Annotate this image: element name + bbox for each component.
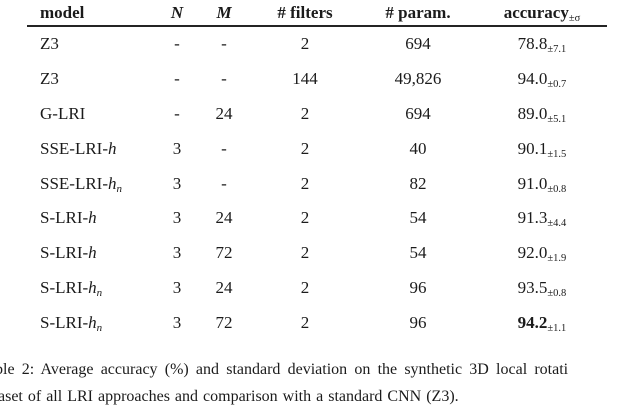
cell-model: S-LRI-h — [40, 243, 97, 263]
cell-filters: 2 — [300, 208, 310, 228]
header-accuracy-label: accuracy — [503, 2, 569, 22]
cell-accuracy: 92.0±1.9 — [517, 243, 567, 265]
cell-m: - — [221, 138, 227, 158]
cell-accuracy: 91.3±4.4 — [517, 208, 567, 230]
cell-n: - — [174, 69, 180, 89]
cell-filters: 2 — [300, 243, 310, 263]
cell-m: 24 — [215, 208, 233, 228]
cell-m: 72 — [215, 243, 233, 263]
cell-params: 82 — [409, 173, 427, 193]
cell-model: S-LRI-hn — [40, 277, 103, 299]
table-row: S-LRI-hn 3 72 2 96 94.2±1.1 — [27, 305, 607, 340]
table-row: S-LRI-h 3 72 2 54 92.0±1.9 — [27, 236, 607, 271]
cell-model: G-LRI — [40, 103, 86, 123]
table-row: Z3 - - 2 694 78.8±7.1 — [27, 26, 607, 62]
cell-model: SSE-LRI-h — [40, 138, 117, 158]
cell-n: 3 — [172, 277, 182, 297]
header-row: model N M # filters # param. accuracy±σ — [27, 0, 607, 26]
cell-filters: 2 — [300, 103, 310, 123]
cell-n: 3 — [172, 138, 182, 158]
cell-accuracy: 94.2±1.1 — [517, 312, 567, 334]
cell-params: 54 — [409, 243, 427, 263]
cell-params: 96 — [409, 277, 427, 297]
cell-n: 3 — [172, 243, 182, 263]
table-row: Z3 - - 144 49,826 94.0±0.7 — [27, 62, 607, 97]
cell-m: - — [221, 69, 227, 89]
cell-accuracy: 89.0±5.1 — [517, 103, 567, 125]
cell-filters: 144 — [292, 69, 318, 89]
header-params: # param. — [385, 2, 451, 22]
header-n: N — [170, 2, 184, 22]
cell-m: - — [221, 34, 227, 54]
cell-model: Z3 — [40, 34, 59, 54]
cell-params: 54 — [409, 208, 427, 228]
cell-accuracy: 90.1±1.5 — [517, 138, 567, 160]
header-m: M — [216, 2, 232, 22]
header-accuracy: accuracy±σ — [477, 0, 607, 26]
cell-m: 24 — [215, 103, 233, 123]
cell-n: 3 — [172, 208, 182, 228]
cell-params: 96 — [409, 312, 427, 332]
table-row: G-LRI - 24 2 694 89.0±5.1 — [27, 97, 607, 132]
table-row: S-LRI-h 3 24 2 54 91.3±4.4 — [27, 201, 607, 236]
cell-accuracy: 91.0±0.8 — [517, 173, 567, 195]
cell-m: 72 — [215, 312, 233, 332]
header-model: model — [40, 2, 85, 22]
cell-params: 694 — [405, 34, 431, 54]
cell-n: 3 — [172, 173, 182, 193]
cell-n: - — [174, 34, 180, 54]
header-filters: # filters — [277, 2, 333, 22]
table-row: S-LRI-hn 3 24 2 96 93.5±0.8 — [27, 271, 607, 306]
cell-m: - — [221, 173, 227, 193]
cell-accuracy: 78.8±7.1 — [517, 34, 567, 56]
cell-model: S-LRI-hn — [40, 312, 103, 334]
cell-filters: 2 — [300, 312, 310, 332]
results-table: model N M # filters # param. accuracy±σ … — [27, 0, 607, 340]
cell-m: 24 — [215, 277, 233, 297]
table-row: SSE-LRI-hn 3 - 2 82 91.0±0.8 — [27, 166, 607, 201]
cell-filters: 2 — [300, 277, 310, 297]
cell-model: Z3 — [40, 69, 59, 89]
cell-n: 3 — [172, 312, 182, 332]
cell-filters: 2 — [300, 138, 310, 158]
cell-params: 40 — [409, 138, 427, 158]
cell-params: 49,826 — [394, 69, 442, 89]
header-accuracy-sigma: ±σ — [568, 12, 581, 24]
cell-filters: 2 — [300, 173, 310, 193]
cell-n: - — [174, 103, 180, 123]
table-caption-line2: aset of all LRI approaches and compariso… — [0, 388, 459, 405]
cell-accuracy: 93.5±0.8 — [517, 277, 567, 299]
cell-filters: 2 — [300, 34, 310, 54]
cell-params: 694 — [405, 103, 431, 123]
cell-model: SSE-LRI-hn — [40, 173, 122, 195]
cell-model: S-LRI-h — [40, 208, 97, 228]
table-row: SSE-LRI-h 3 - 2 40 90.1±1.5 — [27, 131, 607, 166]
table-caption-line1: ble 2: Average accuracy (%) and standard… — [0, 361, 569, 378]
cell-accuracy: 94.0±0.7 — [517, 69, 567, 91]
